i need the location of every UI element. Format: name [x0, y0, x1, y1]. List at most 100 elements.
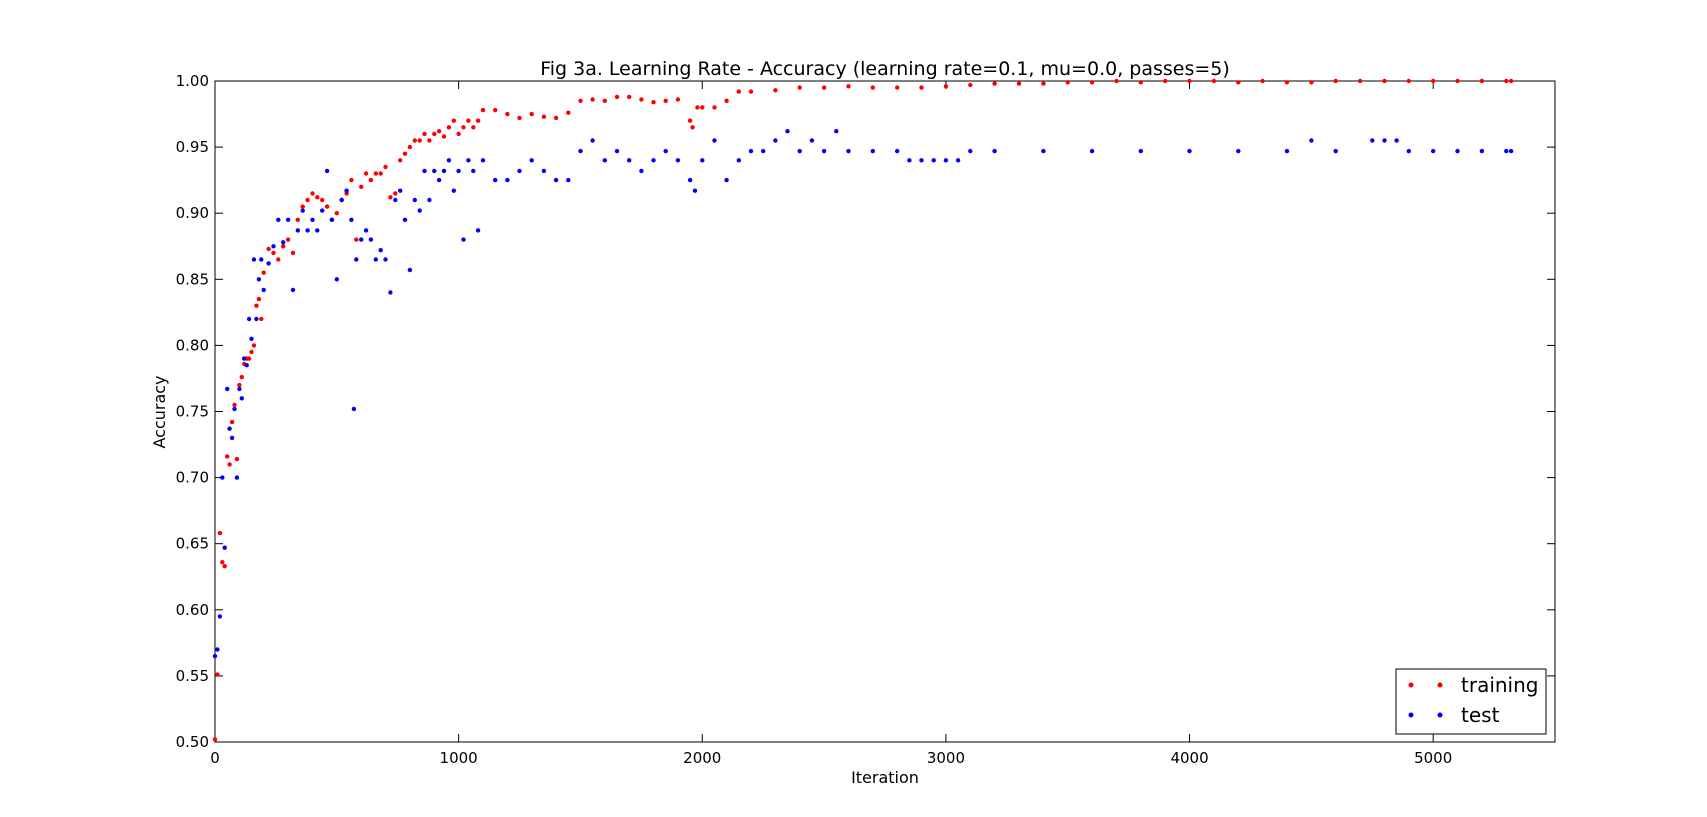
training-point: [1284, 80, 1290, 85]
test-point: [237, 386, 242, 392]
test-point: [339, 197, 344, 203]
training-point: [388, 195, 393, 200]
training-point: [1138, 80, 1144, 85]
legend: training test: [1395, 668, 1547, 735]
test-point: [919, 158, 924, 163]
training-point: [1211, 78, 1217, 84]
training-point: [466, 118, 471, 123]
training-point: [992, 81, 997, 86]
training-point: [724, 98, 729, 104]
training-point: [300, 204, 305, 209]
test-point: [281, 240, 286, 245]
test-point: [809, 138, 815, 143]
test-point: [663, 148, 668, 154]
test-point: [466, 158, 471, 163]
training-point: [1114, 78, 1119, 84]
training-point: [566, 110, 571, 115]
test-point: [329, 217, 335, 222]
test-point: [992, 148, 997, 154]
test-point: [1370, 138, 1375, 143]
training-point: [1382, 78, 1387, 84]
training-point: [456, 131, 461, 137]
training-point: [363, 171, 369, 176]
training-point: [217, 530, 223, 536]
training-point: [821, 85, 827, 90]
test-point: [359, 237, 364, 242]
training-point: [378, 171, 383, 176]
test-point: [244, 363, 249, 368]
test-point: [1284, 148, 1290, 154]
test-point: [1138, 148, 1144, 154]
test-point: [378, 248, 383, 253]
test-point: [251, 257, 257, 262]
training-point: [1406, 78, 1412, 84]
test-point: [446, 158, 452, 163]
test-point: [373, 257, 378, 262]
training-point: [417, 138, 422, 143]
training-point: [675, 97, 681, 102]
test-point: [227, 426, 232, 431]
test-point: [290, 287, 296, 293]
training-point: [259, 316, 264, 322]
legend-marker-training: [1437, 682, 1443, 688]
test-point: [1479, 148, 1485, 154]
test-point: [785, 129, 790, 134]
y-tick-label: 0.80: [176, 336, 209, 354]
training-point: [212, 737, 218, 742]
training-point: [320, 197, 325, 203]
training-point: [261, 270, 266, 275]
test-point: [217, 614, 223, 619]
test-point: [388, 290, 393, 295]
test-point: [761, 148, 766, 154]
test-point: [1504, 148, 1509, 154]
test-point: [1333, 148, 1338, 154]
y-tick-label: 0.75: [176, 403, 209, 421]
test-point: [215, 647, 220, 652]
training-point: [663, 98, 668, 104]
test-point: [222, 545, 227, 550]
test-point: [256, 277, 262, 282]
test-point: [578, 148, 583, 154]
test-point: [821, 148, 827, 154]
training-point: [1089, 80, 1095, 85]
test-point: [315, 228, 320, 233]
training-point: [215, 672, 220, 677]
training-point: [895, 85, 900, 90]
legend-marker-test: [1408, 712, 1414, 718]
test-point: [955, 158, 961, 163]
test-point: [451, 188, 456, 193]
test-point: [220, 475, 225, 480]
legend-marker-training: [1408, 682, 1414, 688]
test-point: [651, 158, 656, 163]
training-point: [393, 191, 398, 196]
test-point: [602, 158, 607, 163]
training-point: [368, 177, 374, 183]
test-point: [1236, 148, 1241, 154]
training-point: [712, 105, 717, 110]
training-point: [225, 454, 230, 459]
test-point: [943, 158, 949, 163]
training-point: [529, 111, 534, 117]
test-point: [239, 396, 244, 401]
test-point: [432, 168, 437, 174]
test-point: [1382, 138, 1387, 143]
training-point: [919, 85, 924, 90]
y-tick-label: 0.95: [176, 138, 209, 156]
test-point: [305, 228, 310, 233]
test-point: [456, 168, 461, 174]
legend-marker-test: [1437, 712, 1443, 718]
training-point: [427, 138, 432, 143]
test-point: [422, 168, 427, 174]
y-tick-label: 0.55: [176, 667, 209, 685]
chart-title: Fig 3a. Learning Rate - Accuracy (learni…: [540, 58, 1230, 80]
training-point: [475, 118, 481, 123]
training-point: [290, 250, 296, 256]
test-point: [254, 316, 259, 322]
test-point: [261, 287, 266, 293]
training-point: [436, 129, 442, 134]
test-point: [493, 177, 498, 183]
training-point: [1333, 78, 1338, 84]
training-point: [578, 98, 583, 104]
test-point: [590, 138, 595, 143]
training-point: [590, 97, 595, 102]
